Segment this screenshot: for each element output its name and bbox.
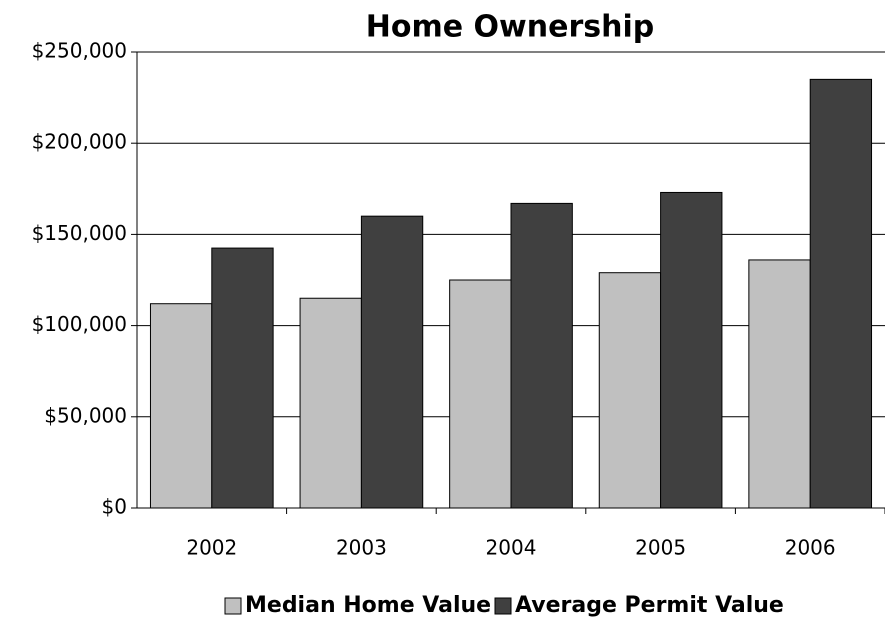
legend-swatch bbox=[494, 597, 512, 615]
x-tick-label: 2006 bbox=[785, 536, 836, 560]
y-tick-label: $50,000 bbox=[44, 403, 127, 427]
y-tick-label: $250,000 bbox=[32, 39, 127, 63]
x-tick-label: 2004 bbox=[486, 536, 537, 560]
bar bbox=[299, 297, 362, 509]
bar bbox=[660, 191, 723, 509]
bar bbox=[149, 303, 213, 509]
bar bbox=[748, 259, 811, 509]
legend-label: Average Permit Value bbox=[515, 593, 784, 618]
y-tick-label: $0 bbox=[102, 495, 127, 519]
bar bbox=[598, 272, 662, 509]
x-tick-label: 2002 bbox=[186, 536, 237, 560]
y-tick-label: $150,000 bbox=[32, 221, 127, 245]
legend-label: Median Home Value bbox=[245, 593, 491, 618]
x-tick-label: 2005 bbox=[635, 536, 686, 560]
x-tick-label: 2003 bbox=[336, 536, 387, 560]
bar bbox=[360, 215, 424, 509]
bar bbox=[510, 202, 573, 509]
chart-title: Home Ownership bbox=[366, 10, 654, 45]
bar bbox=[449, 279, 512, 509]
bar bbox=[809, 78, 873, 509]
bar bbox=[211, 247, 274, 509]
legend-swatch bbox=[224, 597, 242, 615]
y-tick-label: $200,000 bbox=[32, 130, 127, 154]
y-tick-label: $100,000 bbox=[32, 312, 127, 336]
